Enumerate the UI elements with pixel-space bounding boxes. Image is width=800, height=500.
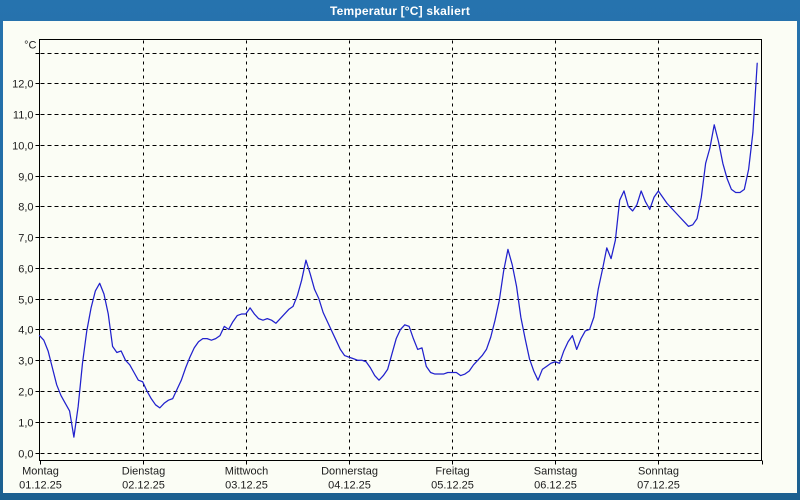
window-title: Temperatur [°C] skaliert (329, 3, 471, 18)
y-axis-tick-label: 12,0 (12, 79, 33, 91)
x-axis-day-label: Freitag (435, 466, 469, 478)
plot-border (39, 39, 762, 461)
x-axis-day-label: Dienstag (122, 466, 165, 478)
x-axis-day-label: Donnerstag (321, 466, 378, 478)
x-axis-date-label: 06.12.25 (534, 480, 577, 492)
y-axis-tick-label: 1,0 (18, 418, 33, 430)
y-axis-tick-label: 11,0 (13, 110, 34, 122)
y-axis-tick-label: 0,0 (18, 449, 33, 461)
x-axis-date-label: 07.12.25 (637, 480, 680, 492)
x-axis-date-label: 02.12.25 (122, 480, 165, 492)
x-axis-date-label: 03.12.25 (225, 480, 268, 492)
y-axis-tick-label: 6,0 (18, 264, 33, 276)
chart-content-area (3, 21, 797, 493)
y-axis-tick-label: 7,0 (18, 233, 33, 245)
y-axis-tick-label: 3,0 (18, 356, 33, 368)
x-axis-day-label: Samstag (534, 466, 577, 478)
x-axis-date-label: 01.12.25 (19, 480, 62, 492)
y-axis-tick-label: 4,0 (18, 325, 33, 337)
x-axis-date-label: 05.12.25 (431, 480, 474, 492)
y-axis-tick-label: 2,0 (18, 387, 33, 399)
y-axis-tick-label: 10,0 (12, 141, 33, 153)
y-axis-tick-label: 8,0 (18, 202, 33, 214)
y-axis-tick-label: 5,0 (18, 295, 33, 307)
y-axis-unit-label: °C (24, 40, 36, 52)
x-axis-day-label: Montag (22, 466, 59, 478)
y-axis-tick-label: 9,0 (18, 172, 33, 184)
x-axis-day-label: Sonntag (638, 466, 679, 478)
x-axis-day-label: Mittwoch (225, 466, 268, 478)
window-titlebar[interactable]: Temperatur [°C] skaliert (0, 0, 800, 21)
temperature-line (38, 62, 758, 438)
x-axis-date-label: 04.12.25 (328, 480, 371, 492)
